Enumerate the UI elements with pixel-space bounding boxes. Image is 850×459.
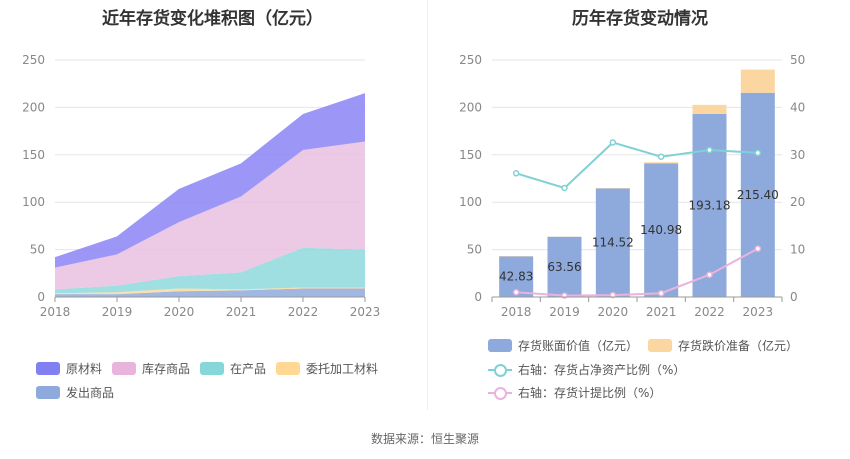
bar-value-label: 140.98	[640, 223, 682, 237]
area-series	[55, 247, 365, 294]
bar-value-label: 114.52	[592, 236, 634, 250]
bar	[692, 113, 727, 297]
legend-item-finished-goods[interactable]: 库存商品	[112, 360, 190, 377]
y-tick-label: 100	[22, 195, 45, 209]
line-series	[516, 247, 759, 297]
x-tick-label: 2022	[694, 305, 725, 319]
area-series	[55, 93, 365, 268]
y-tick-label: 200	[459, 100, 482, 114]
area-series	[55, 288, 365, 297]
legend-item-book-value[interactable]: 存货账面价值（亿元）	[488, 337, 638, 354]
bar	[644, 163, 679, 297]
stacked-area-chart: 0 50 100 150 200 250 2018 2019 2020 2021 2022 2023	[22, 53, 381, 319]
area-series	[55, 141, 365, 290]
line-point	[609, 291, 617, 299]
legend-swatch-raw-materials	[36, 362, 60, 375]
left-chart-panel: 近年存货变化堆积图（亿元） 0 50 100 150 200 250 2018 2019 202…	[0, 0, 425, 410]
bar-value-label: 215.40	[737, 188, 779, 202]
bar-value-label: 63.56	[547, 260, 581, 274]
y2-tick-label: 30	[790, 148, 805, 162]
line-point	[754, 149, 762, 157]
legend-label-finished-goods: 库存商品	[142, 362, 191, 376]
y-tick-label: 50	[467, 243, 482, 257]
x-tick-label: 2019	[102, 305, 133, 319]
legend-item-raw-materials[interactable]: 原材料	[36, 360, 102, 377]
bar	[740, 69, 775, 93]
y2-tick-label: 10	[790, 243, 805, 257]
bar	[740, 92, 775, 297]
right-chart-panel: 历年存货变动情况 0 50 100 150 200 250 0 10 20 30 40 50 42.83…	[430, 0, 850, 410]
line-point	[609, 139, 617, 146]
x-tick-label: 2023	[350, 305, 381, 319]
line-series	[515, 141, 758, 190]
y-tick-label: 250	[459, 53, 482, 67]
legend-label-inventory-net-asset-ratio: 右轴：存货占净资产比例（%）	[518, 363, 686, 377]
y2-tick-label: 20	[790, 195, 805, 209]
panel-divider	[427, 0, 428, 410]
y2-tick-label: 50	[790, 53, 805, 67]
inventory-change-chart: 0 50 100 150 200 250 0 10 20 30 40 50 42.83 63.56 114.…	[459, 53, 805, 319]
y-tick-label: 150	[22, 148, 45, 162]
legend-item-inventory-net-asset-ratio[interactable]: 右轴：存货占净资产比例（%）	[488, 361, 685, 378]
x-tick-label: 2019	[549, 305, 580, 319]
line-point	[657, 153, 665, 160]
right-chart-title: 历年存货变动情况	[572, 9, 708, 29]
legend-label-work-in-progress: 在产品	[230, 362, 267, 376]
legend-item-provision-ratio[interactable]: 右轴：存货计提比例（%）	[488, 384, 661, 401]
line-point	[657, 289, 665, 297]
right-legend: 存货账面价值（亿元） 存货跌价准备（亿元） 右轴：存货占净资产比例（%） 右轴：…	[430, 0, 850, 410]
x-tick-label: 2020	[164, 305, 195, 319]
bar-value-label: 193.18	[689, 198, 731, 212]
y-tick-label: 100	[459, 195, 482, 209]
data-source: 数据来源：恒生聚源	[370, 432, 479, 446]
legend-swatch-finished-goods	[112, 362, 136, 375]
x-tick-label: 2022	[288, 305, 319, 319]
left-chart-title: 近年存货变化堆积图（亿元）	[102, 9, 323, 29]
legend-swatch-consigned-materials	[276, 362, 300, 375]
area-series	[55, 287, 365, 295]
legend-label-raw-materials: 原材料	[66, 362, 103, 376]
legend-swatch-goods-shipped	[36, 386, 60, 399]
y2-tick-label: 40	[790, 100, 805, 114]
y-tick-label: 150	[459, 148, 482, 162]
legend-item-goods-shipped[interactable]: 发出商品	[36, 384, 114, 401]
x-tick-label: 2020	[598, 305, 629, 319]
left-legend: 原材料 库存商品 在产品 委托加工材料 发出商品	[0, 0, 425, 410]
bar	[547, 236, 582, 297]
legend-swatch-impairment	[648, 339, 672, 352]
line-point	[706, 146, 713, 154]
y-tick-label: 200	[22, 100, 45, 114]
legend-item-work-in-progress[interactable]: 在产品	[200, 360, 266, 377]
y-tick-label: 50	[30, 243, 45, 257]
legend-label-impairment: 存货跌价准备（亿元）	[678, 339, 799, 353]
bar	[595, 188, 630, 297]
legend-label-goods-shipped: 发出商品	[66, 386, 115, 400]
x-tick-label: 2021	[226, 305, 257, 319]
bar	[644, 162, 679, 164]
x-tick-label: 2023	[743, 305, 774, 319]
x-tick-label: 2021	[646, 305, 677, 319]
x-tick-label: 2018	[501, 305, 532, 319]
line-point	[706, 271, 713, 278]
legend-label-consigned-materials: 委托加工材料	[306, 362, 379, 376]
y-tick-label: 0	[37, 290, 45, 304]
line-point	[512, 170, 520, 177]
y-tick-label: 0	[474, 290, 482, 304]
bar-value-label: 42.83	[499, 270, 533, 284]
legend-swatch-book-value	[488, 339, 512, 352]
legend-item-impairment[interactable]: 存货跌价准备（亿元）	[648, 337, 798, 354]
legend-swatch-inventory-net-asset-ratio	[488, 363, 512, 377]
bar	[692, 104, 727, 114]
x-tick-label: 2018	[40, 305, 71, 319]
line-point	[512, 289, 520, 296]
y2-tick-label: 0	[790, 290, 798, 304]
line-point	[754, 245, 762, 252]
legend-swatch-work-in-progress	[200, 362, 224, 375]
legend-swatch-provision-ratio	[488, 386, 512, 400]
legend-label-book-value: 存货账面价值（亿元）	[518, 339, 639, 353]
y-tick-label: 250	[22, 53, 45, 67]
legend-item-consigned-materials[interactable]: 委托加工材料	[276, 360, 378, 377]
legend-label-provision-ratio: 右轴：存货计提比例（%）	[518, 386, 662, 400]
line-point	[561, 184, 568, 192]
